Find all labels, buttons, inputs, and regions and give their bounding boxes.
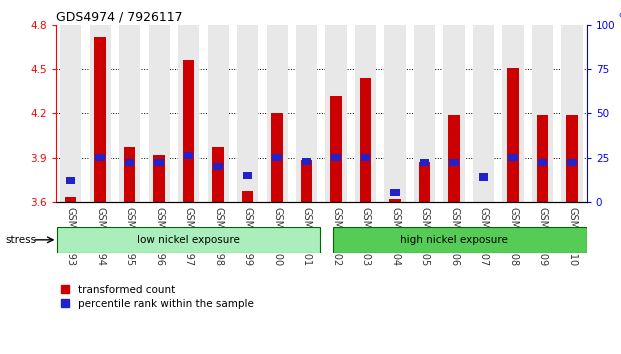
Bar [419,162,430,202]
Bar [153,155,165,202]
Bar [207,25,229,202]
Bar [361,154,370,161]
Bar [89,25,111,202]
Bar [330,96,342,202]
Bar [273,154,282,161]
Text: high nickel exposure: high nickel exposure [400,235,508,245]
Bar [271,113,283,202]
Bar [301,160,312,202]
Text: stress: stress [6,235,37,245]
Bar [124,147,135,202]
Bar [537,115,548,202]
Bar [479,173,488,181]
Bar [566,115,578,202]
Bar [507,68,519,202]
Bar [568,159,577,166]
Bar [561,25,582,202]
Bar [214,163,223,170]
Bar [420,159,429,166]
Bar [473,25,494,202]
Bar [243,172,252,179]
Bar [94,36,106,202]
Bar [65,198,76,202]
Bar [302,158,311,165]
Bar [538,159,547,166]
Bar [502,25,524,202]
Legend: transformed count, percentile rank within the sample: transformed count, percentile rank withi… [61,285,253,309]
Bar [266,25,288,202]
Bar [414,25,435,202]
Bar [57,227,320,253]
Bar [325,25,347,202]
Bar [332,154,341,161]
Bar [333,227,587,253]
Text: low nickel exposure: low nickel exposure [137,235,240,245]
Bar [96,154,105,161]
Bar [389,199,401,202]
Text: GDS4974 / 7926117: GDS4974 / 7926117 [56,10,183,23]
Bar [60,25,81,202]
Bar [296,25,317,202]
Bar [355,25,376,202]
Bar [66,177,75,184]
Bar [360,78,371,202]
Bar [178,25,199,202]
Bar [184,152,193,159]
Bar [125,159,134,166]
Bar [237,25,258,202]
Bar [183,60,194,202]
Bar [391,189,400,196]
Bar [450,159,459,166]
Bar [448,115,460,202]
Bar [242,192,253,202]
Text: %: % [619,13,621,23]
Bar [532,25,553,202]
Bar [119,25,140,202]
Bar [155,159,164,166]
Bar [384,25,406,202]
Bar [443,25,465,202]
Bar [509,154,518,161]
Bar [148,25,170,202]
Bar [212,147,224,202]
